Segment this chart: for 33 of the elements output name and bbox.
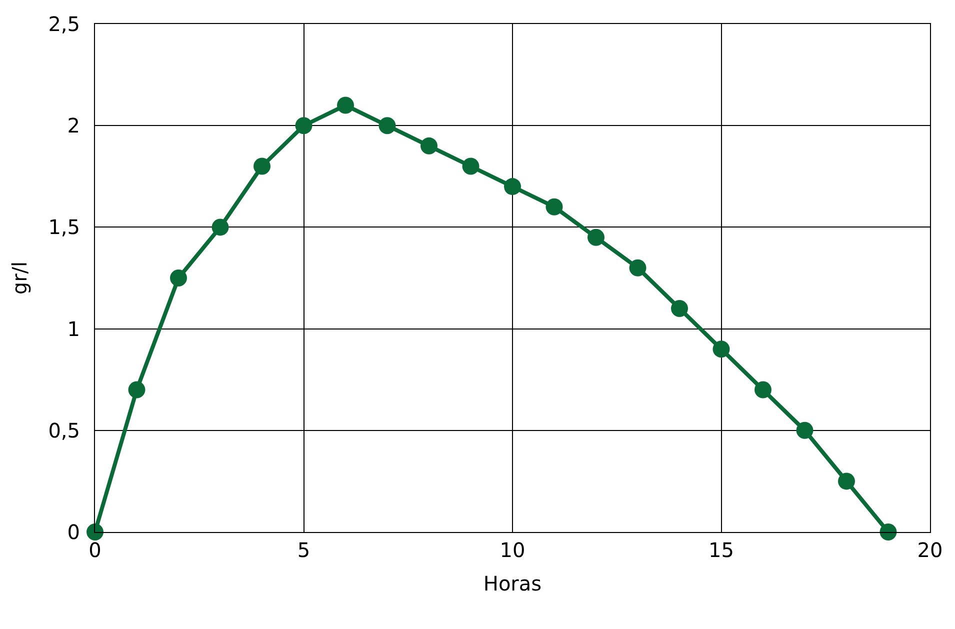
point	[420, 137, 438, 154]
point	[712, 340, 730, 358]
y-tick-label: 2,5	[48, 12, 80, 36]
point	[546, 198, 563, 216]
point	[170, 270, 187, 286]
point	[588, 228, 604, 246]
point	[86, 524, 104, 540]
point	[462, 158, 480, 175]
point	[880, 524, 897, 540]
point	[254, 158, 270, 175]
y-tick-label: 1,5	[48, 215, 80, 240]
x-tick-label: 10	[500, 538, 526, 562]
y-tick-label: 0,5	[48, 418, 80, 442]
y-axis-title: gr/l	[8, 261, 32, 295]
y-tick-label: 0	[67, 520, 80, 544]
point	[295, 117, 312, 134]
point	[337, 96, 354, 114]
point	[796, 422, 814, 439]
x-tick-label: 20	[917, 538, 943, 562]
point	[671, 300, 688, 317]
x-axis-title: Horas	[483, 572, 542, 596]
point	[629, 259, 646, 276]
y-tick-label: 1	[67, 316, 80, 341]
x-tick-label: 5	[297, 538, 310, 562]
x-tick-label: 0	[88, 538, 102, 562]
point	[128, 381, 146, 398]
point	[838, 472, 855, 490]
point	[378, 117, 396, 134]
x-tick-label: 15	[708, 538, 734, 562]
point	[754, 381, 772, 398]
point	[212, 218, 229, 236]
y-tick-label: 2	[67, 114, 80, 138]
point	[504, 178, 521, 196]
